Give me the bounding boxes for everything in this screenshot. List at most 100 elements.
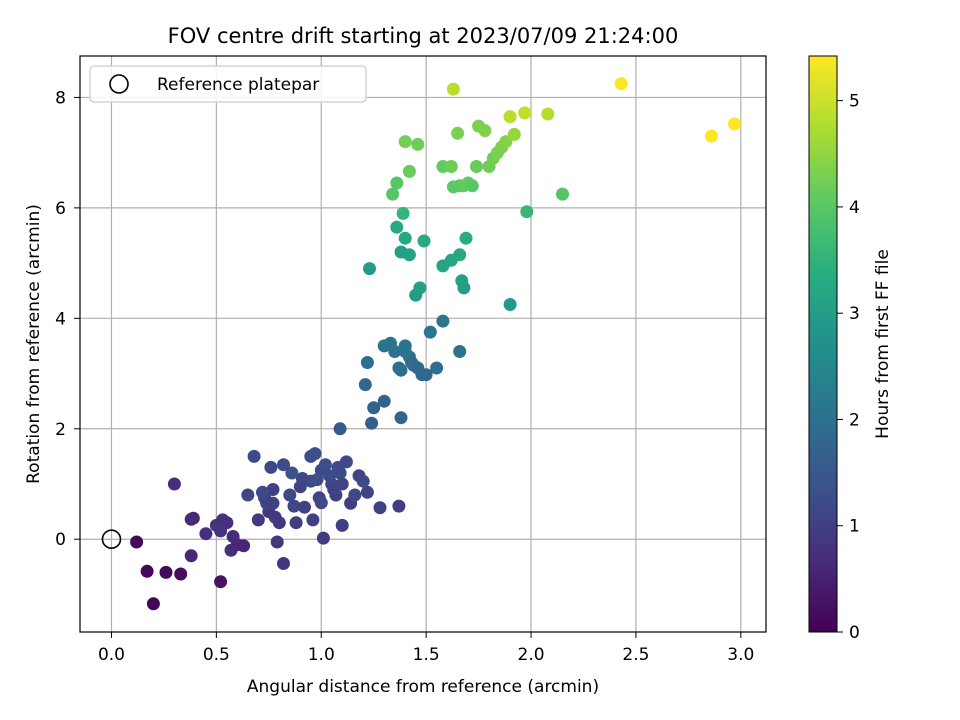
x-tick-label: 0.5 <box>203 645 230 665</box>
x-tick-label: 3.0 <box>727 645 754 665</box>
data-point <box>356 474 370 488</box>
data-point <box>363 262 376 276</box>
data-point <box>398 345 412 358</box>
data-point <box>348 488 362 502</box>
data-point <box>184 549 198 563</box>
data-point <box>518 106 532 120</box>
data-point <box>266 483 280 496</box>
data-point <box>444 160 458 173</box>
data-point <box>470 160 483 173</box>
data-point <box>478 124 492 138</box>
y-axis-ticks: 0 2 4 6 8 <box>55 88 80 550</box>
data-point <box>373 501 387 515</box>
data-point <box>398 231 412 245</box>
data-point <box>465 179 479 193</box>
data-point <box>390 220 404 234</box>
colorbar-gradient <box>808 55 838 633</box>
data-point <box>174 567 188 581</box>
colorbar-ticks: 0 1 2 3 4 5 <box>837 92 860 643</box>
x-tick-label: 1.0 <box>308 645 335 665</box>
x-tick-label: 2.5 <box>622 645 649 665</box>
data-point <box>285 466 299 480</box>
data-point <box>184 512 198 526</box>
data-point <box>339 455 353 469</box>
data-point <box>272 516 286 530</box>
colorbar-tick-label: 4 <box>849 198 860 218</box>
y-axis-label: Rotation from reference (arcmin) <box>24 204 44 484</box>
data-point <box>140 564 154 578</box>
data-point <box>394 363 408 377</box>
chart-title: FOV centre drift starting at 2023/07/09 … <box>168 24 679 48</box>
data-point <box>329 488 343 502</box>
x-axis-ticks: 0.0 0.5 1.0 1.5 2.0 2.5 3.0 <box>98 632 754 665</box>
data-point <box>277 458 290 472</box>
data-point <box>277 557 290 570</box>
data-point <box>318 458 332 472</box>
data-point <box>457 281 471 295</box>
data-points <box>130 77 741 611</box>
data-point <box>451 126 465 140</box>
data-point <box>503 110 517 124</box>
legend-entry: Reference platepar <box>157 75 319 95</box>
data-point <box>614 77 628 91</box>
data-point <box>390 176 404 190</box>
data-point <box>446 82 460 96</box>
data-point <box>287 499 301 513</box>
data-point <box>316 531 330 545</box>
data-point <box>247 449 261 463</box>
y-tick-label: 6 <box>55 199 66 219</box>
data-point <box>541 107 555 121</box>
data-point <box>289 516 303 530</box>
x-tick-label: 2.0 <box>518 645 545 665</box>
data-point <box>358 378 372 392</box>
data-point <box>283 488 297 502</box>
data-point <box>333 422 347 436</box>
data-point <box>214 575 228 589</box>
legend-marker-icon <box>109 74 129 94</box>
data-point <box>402 248 416 262</box>
data-point <box>214 524 228 538</box>
data-point <box>453 248 467 262</box>
reference-point <box>101 529 122 550</box>
data-point <box>333 466 347 480</box>
data-point <box>304 449 318 463</box>
x-tick-label: 0.0 <box>98 645 125 665</box>
data-point <box>423 325 437 339</box>
colorbar-tick-label: 5 <box>849 92 860 112</box>
data-point <box>386 187 400 201</box>
data-point <box>146 597 160 611</box>
data-point <box>705 129 718 143</box>
data-point <box>367 401 381 415</box>
data-point <box>365 416 379 430</box>
data-point <box>392 499 406 513</box>
data-point <box>266 496 280 510</box>
data-point <box>417 234 431 248</box>
data-point <box>199 527 213 541</box>
data-point <box>436 314 450 328</box>
data-point <box>335 518 349 532</box>
data-point <box>402 164 416 178</box>
data-point <box>396 206 410 220</box>
data-point <box>264 460 278 474</box>
y-tick-label: 0 <box>55 530 66 550</box>
data-point <box>453 345 467 358</box>
data-point <box>394 411 408 425</box>
data-point <box>459 231 473 245</box>
data-point <box>419 368 433 382</box>
colorbar-tick-label: 0 <box>849 623 860 643</box>
data-point <box>251 513 265 527</box>
data-point <box>298 500 311 514</box>
data-point <box>256 485 269 499</box>
data-point <box>507 127 521 141</box>
legend-box <box>89 65 367 103</box>
data-point <box>335 477 349 491</box>
data-point <box>295 472 309 485</box>
data-point <box>503 298 517 311</box>
data-point <box>728 117 741 131</box>
data-point <box>270 535 284 549</box>
data-point <box>520 205 534 219</box>
colorbar-tick-label: 2 <box>849 410 860 430</box>
data-point <box>398 135 412 149</box>
data-point <box>360 485 374 499</box>
